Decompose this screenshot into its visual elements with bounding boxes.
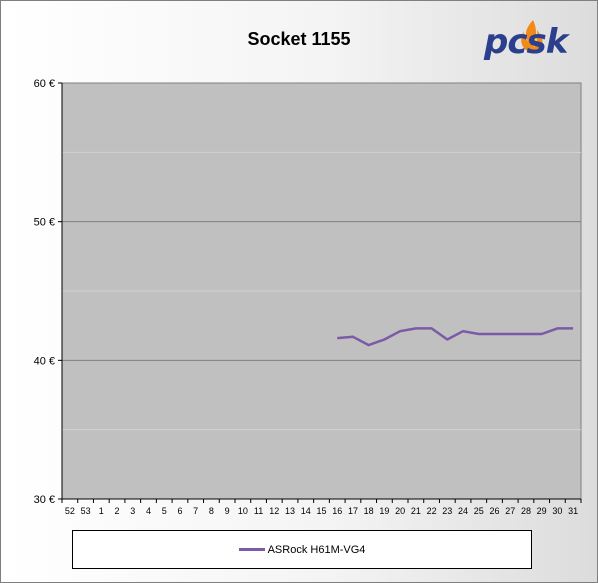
x-tick-label: 4	[146, 506, 151, 516]
x-tick-label: 31	[568, 506, 578, 516]
x-tick-label: 16	[332, 506, 342, 516]
x-tick-label: 8	[209, 506, 214, 516]
x-tick-label: 3	[130, 506, 135, 516]
x-tick-label: 24	[458, 506, 468, 516]
chart-title: Socket 1155	[247, 29, 351, 49]
x-tick-label: 12	[269, 506, 279, 516]
x-tick-label: 2	[115, 506, 120, 516]
x-tick-label: 18	[364, 506, 374, 516]
x-tick-label: 9	[225, 506, 230, 516]
y-tick-label: 50 €	[34, 217, 55, 229]
x-tick-label: 15	[316, 506, 326, 516]
x-tick-label: 6	[177, 506, 182, 516]
x-tick-label: 27	[505, 506, 515, 516]
y-tick-label: 40 €	[34, 355, 55, 367]
x-tick-label: 21	[411, 506, 421, 516]
x-tick-label: 5	[162, 506, 167, 516]
x-tick-label: 7	[193, 506, 198, 516]
x-tick-label: 53	[81, 506, 91, 516]
x-tick-label: 29	[537, 506, 547, 516]
x-tick-label: 25	[474, 506, 484, 516]
x-tick-label: 14	[301, 506, 311, 516]
logo-flame-icon	[521, 20, 543, 52]
y-tick-label: 60 €	[34, 78, 55, 90]
chart-legend: ASRock H61M-VG4	[72, 530, 532, 569]
legend-swatch	[238, 548, 265, 551]
x-tick-label: 30	[552, 506, 562, 516]
x-tick-label: 10	[238, 506, 248, 516]
x-tick-label: 22	[427, 506, 437, 516]
series-line	[337, 327, 574, 347]
x-tick-label: 1	[99, 506, 104, 516]
x-tick-label: 13	[285, 506, 295, 516]
x-tick-label: 11	[254, 506, 263, 516]
legend-label: ASRock H61M-VG4	[267, 543, 366, 556]
y-tick-label: 30 €	[34, 494, 55, 506]
pcsk-logo: pcsk	[483, 20, 572, 60]
x-tick-label: 28	[521, 506, 531, 516]
x-tick-label: 20	[395, 506, 405, 516]
logo-text: pcsk	[483, 22, 571, 60]
x-tick-label: 26	[489, 506, 499, 516]
x-tick-label: 23	[442, 506, 452, 516]
x-tick-label: 52	[65, 506, 75, 516]
x-tick-label: 17	[348, 506, 358, 516]
x-tick-label: 19	[379, 506, 389, 516]
